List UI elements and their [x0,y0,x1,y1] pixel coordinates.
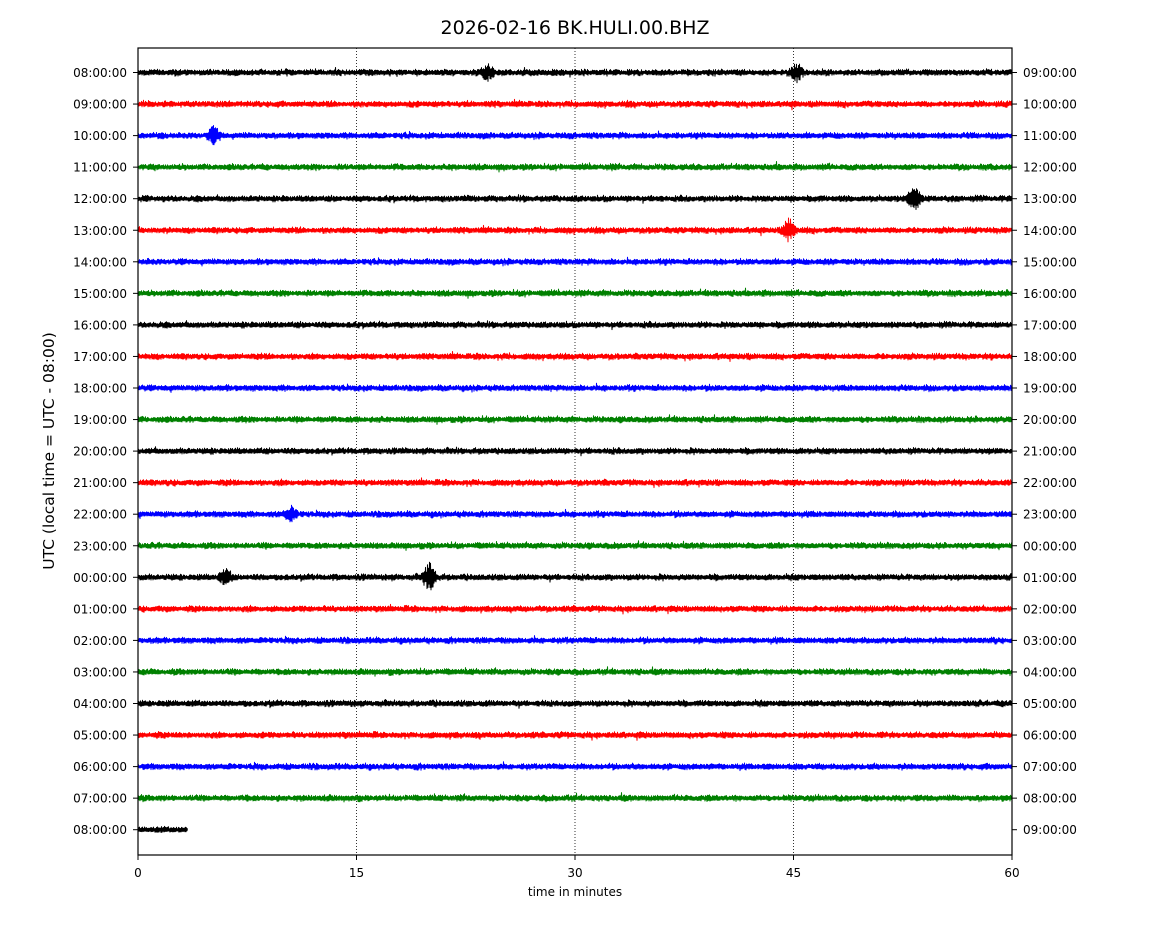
y-axis-label: UTC (local time = UTC - 08:00) [40,332,58,570]
right-tick-label: 08:00:00 [1023,792,1077,806]
trace-line [137,561,1013,591]
left-tick-label: 22:00:00 [73,508,127,522]
left-tick-label: 08:00:00 [73,823,127,837]
trace-line [137,446,1013,457]
trace-line [137,188,1013,210]
trace-line [137,635,1013,645]
x-axis-label: time in minutes [528,885,622,899]
right-tick-label: 13:00:00 [1023,192,1077,206]
right-tick-label: 14:00:00 [1023,224,1077,238]
left-tick-label: 12:00:00 [73,192,127,206]
left-axis: 08:00:00 09:00:00 10:00:00 11:00:00 12:00:00… [73,66,138,837]
x-tick-label: 45 [786,866,801,880]
trace-line [137,603,1013,615]
traces [137,63,1013,833]
trace-line [137,125,1013,146]
left-tick-label: 05:00:00 [73,729,127,743]
left-tick-label: 08:00:00 [73,66,127,80]
right-tick-label: 09:00:00 [1023,823,1077,837]
trace-line [137,287,1013,299]
trace-line [137,217,1013,243]
left-tick-label: 21:00:00 [73,476,127,490]
right-tick-label: 10:00:00 [1023,98,1077,112]
left-tick-label: 23:00:00 [73,539,127,553]
trace-line [137,414,1013,425]
x-axis: 0 15 30 45 60 [134,855,1020,880]
right-tick-label: 22:00:00 [1023,476,1077,490]
trace-line [137,161,1013,173]
x-tick-label: 0 [134,866,142,880]
right-tick-label: 19:00:00 [1023,382,1077,396]
x-tick-label: 30 [567,866,582,880]
trace-line [137,351,1013,362]
right-tick-label: 03:00:00 [1023,634,1077,648]
right-tick-label: 00:00:00 [1023,539,1077,553]
left-tick-label: 09:00:00 [73,98,127,112]
left-tick-label: 16:00:00 [73,318,127,332]
trace-line [137,504,1013,523]
right-tick-label: 15:00:00 [1023,255,1077,269]
chart-title: 2026-02-16 BK.HULI.00.BHZ [441,17,710,39]
right-tick-label: 20:00:00 [1023,413,1077,427]
trace-line [137,477,1013,489]
trace-line [137,761,1013,772]
x-tick-label: 15 [349,866,364,880]
right-tick-label: 09:00:00 [1023,66,1077,80]
trace-line [137,792,1013,803]
left-tick-label: 04:00:00 [73,697,127,711]
right-tick-label: 04:00:00 [1023,665,1077,679]
left-tick-label: 20:00:00 [73,445,127,459]
right-tick-label: 02:00:00 [1023,602,1077,616]
left-tick-label: 15:00:00 [73,287,127,301]
right-tick-label: 11:00:00 [1023,129,1077,143]
trace-line [137,63,1013,84]
gridlines [356,48,794,855]
x-tick-label: 60 [1004,866,1019,880]
left-tick-label: 17:00:00 [73,350,127,364]
right-tick-label: 17:00:00 [1023,318,1077,332]
right-tick-label: 23:00:00 [1023,508,1077,522]
trace-line [137,666,1013,677]
left-tick-label: 19:00:00 [73,413,127,427]
trace-line [137,540,1013,551]
left-tick-label: 11:00:00 [73,161,127,175]
left-tick-label: 10:00:00 [73,129,127,143]
trace-line [137,699,1013,709]
right-tick-label: 16:00:00 [1023,287,1077,301]
right-tick-label: 07:00:00 [1023,760,1077,774]
right-tick-label: 05:00:00 [1023,697,1077,711]
trace-line [137,320,1013,331]
left-tick-label: 00:00:00 [73,571,127,585]
trace-line [137,730,1013,741]
right-axis: 09:00:00 10:00:00 11:00:00 12:00:00 13:00:00… [1012,66,1077,837]
right-tick-label: 06:00:00 [1023,729,1077,743]
trace-line [137,825,188,833]
left-tick-label: 06:00:00 [73,760,127,774]
left-tick-label: 18:00:00 [73,382,127,396]
trace-line [137,256,1013,267]
left-tick-label: 02:00:00 [73,634,127,648]
left-tick-label: 03:00:00 [73,665,127,679]
right-tick-label: 01:00:00 [1023,571,1077,585]
right-tick-label: 21:00:00 [1023,445,1077,459]
trace-line [137,98,1013,111]
left-tick-label: 01:00:00 [73,602,127,616]
left-tick-label: 13:00:00 [73,224,127,238]
left-tick-label: 14:00:00 [73,255,127,269]
trace-line [137,382,1013,393]
right-tick-label: 18:00:00 [1023,350,1077,364]
right-tick-label: 12:00:00 [1023,161,1077,175]
left-tick-label: 07:00:00 [73,792,127,806]
